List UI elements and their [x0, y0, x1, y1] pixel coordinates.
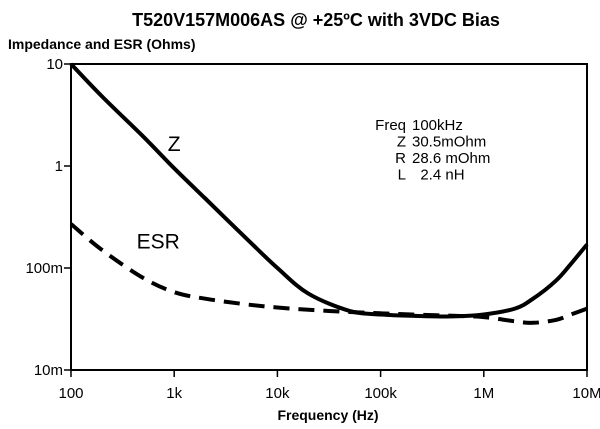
annotation-key: Freq — [375, 117, 406, 134]
series-line-esr — [69, 222, 588, 325]
y-tick-label: 10 — [46, 56, 63, 73]
annotation-key: Z — [397, 134, 406, 151]
annotation-key: R — [395, 150, 406, 167]
x-tick-label: 100 — [58, 385, 83, 402]
series-labels: Z ESR — [137, 133, 181, 253]
annotation-key: L — [398, 167, 406, 184]
x-tick-label: 100k — [364, 385, 397, 402]
annotation-value: 2.4 nH — [412, 167, 465, 184]
measurement-annotation: Freq 100kHz Z 30.5mOhm R 28.6 mOhm L 2.4 nH — [375, 117, 490, 184]
x-axis-ticks: 100 1k 10k 100k 1M 10M — [58, 370, 600, 402]
annotation-value: 30.5mOhm — [412, 134, 486, 151]
series-layer — [69, 62, 589, 325]
series-label-esr: ESR — [137, 231, 180, 254]
x-axis-label: Frequency (Hz) — [277, 407, 378, 423]
y-axis-ticks: 10 1 100m 10m — [25, 56, 71, 379]
y-tick-label: 100m — [25, 260, 63, 277]
x-tick-label: 1k — [166, 385, 182, 402]
series-line-z — [69, 62, 589, 319]
x-tick-label: 10k — [265, 385, 290, 402]
annotation-value: 28.6 mOhm — [412, 150, 490, 167]
chart-title: T520V157M006AS @ +25ºC with 3VDC Bias — [132, 10, 500, 30]
annotation-value: 100kHz — [412, 117, 463, 134]
plot-frame — [70, 63, 588, 371]
y-tick-label: 1 — [55, 158, 63, 175]
y-tick-label: 10m — [34, 362, 63, 379]
series-label-z: Z — [168, 133, 181, 156]
y-axis-label: Impedance and ESR (Ohms) — [8, 36, 195, 52]
x-tick-label: 1M — [473, 385, 494, 402]
x-tick-label: 10M — [572, 385, 600, 402]
